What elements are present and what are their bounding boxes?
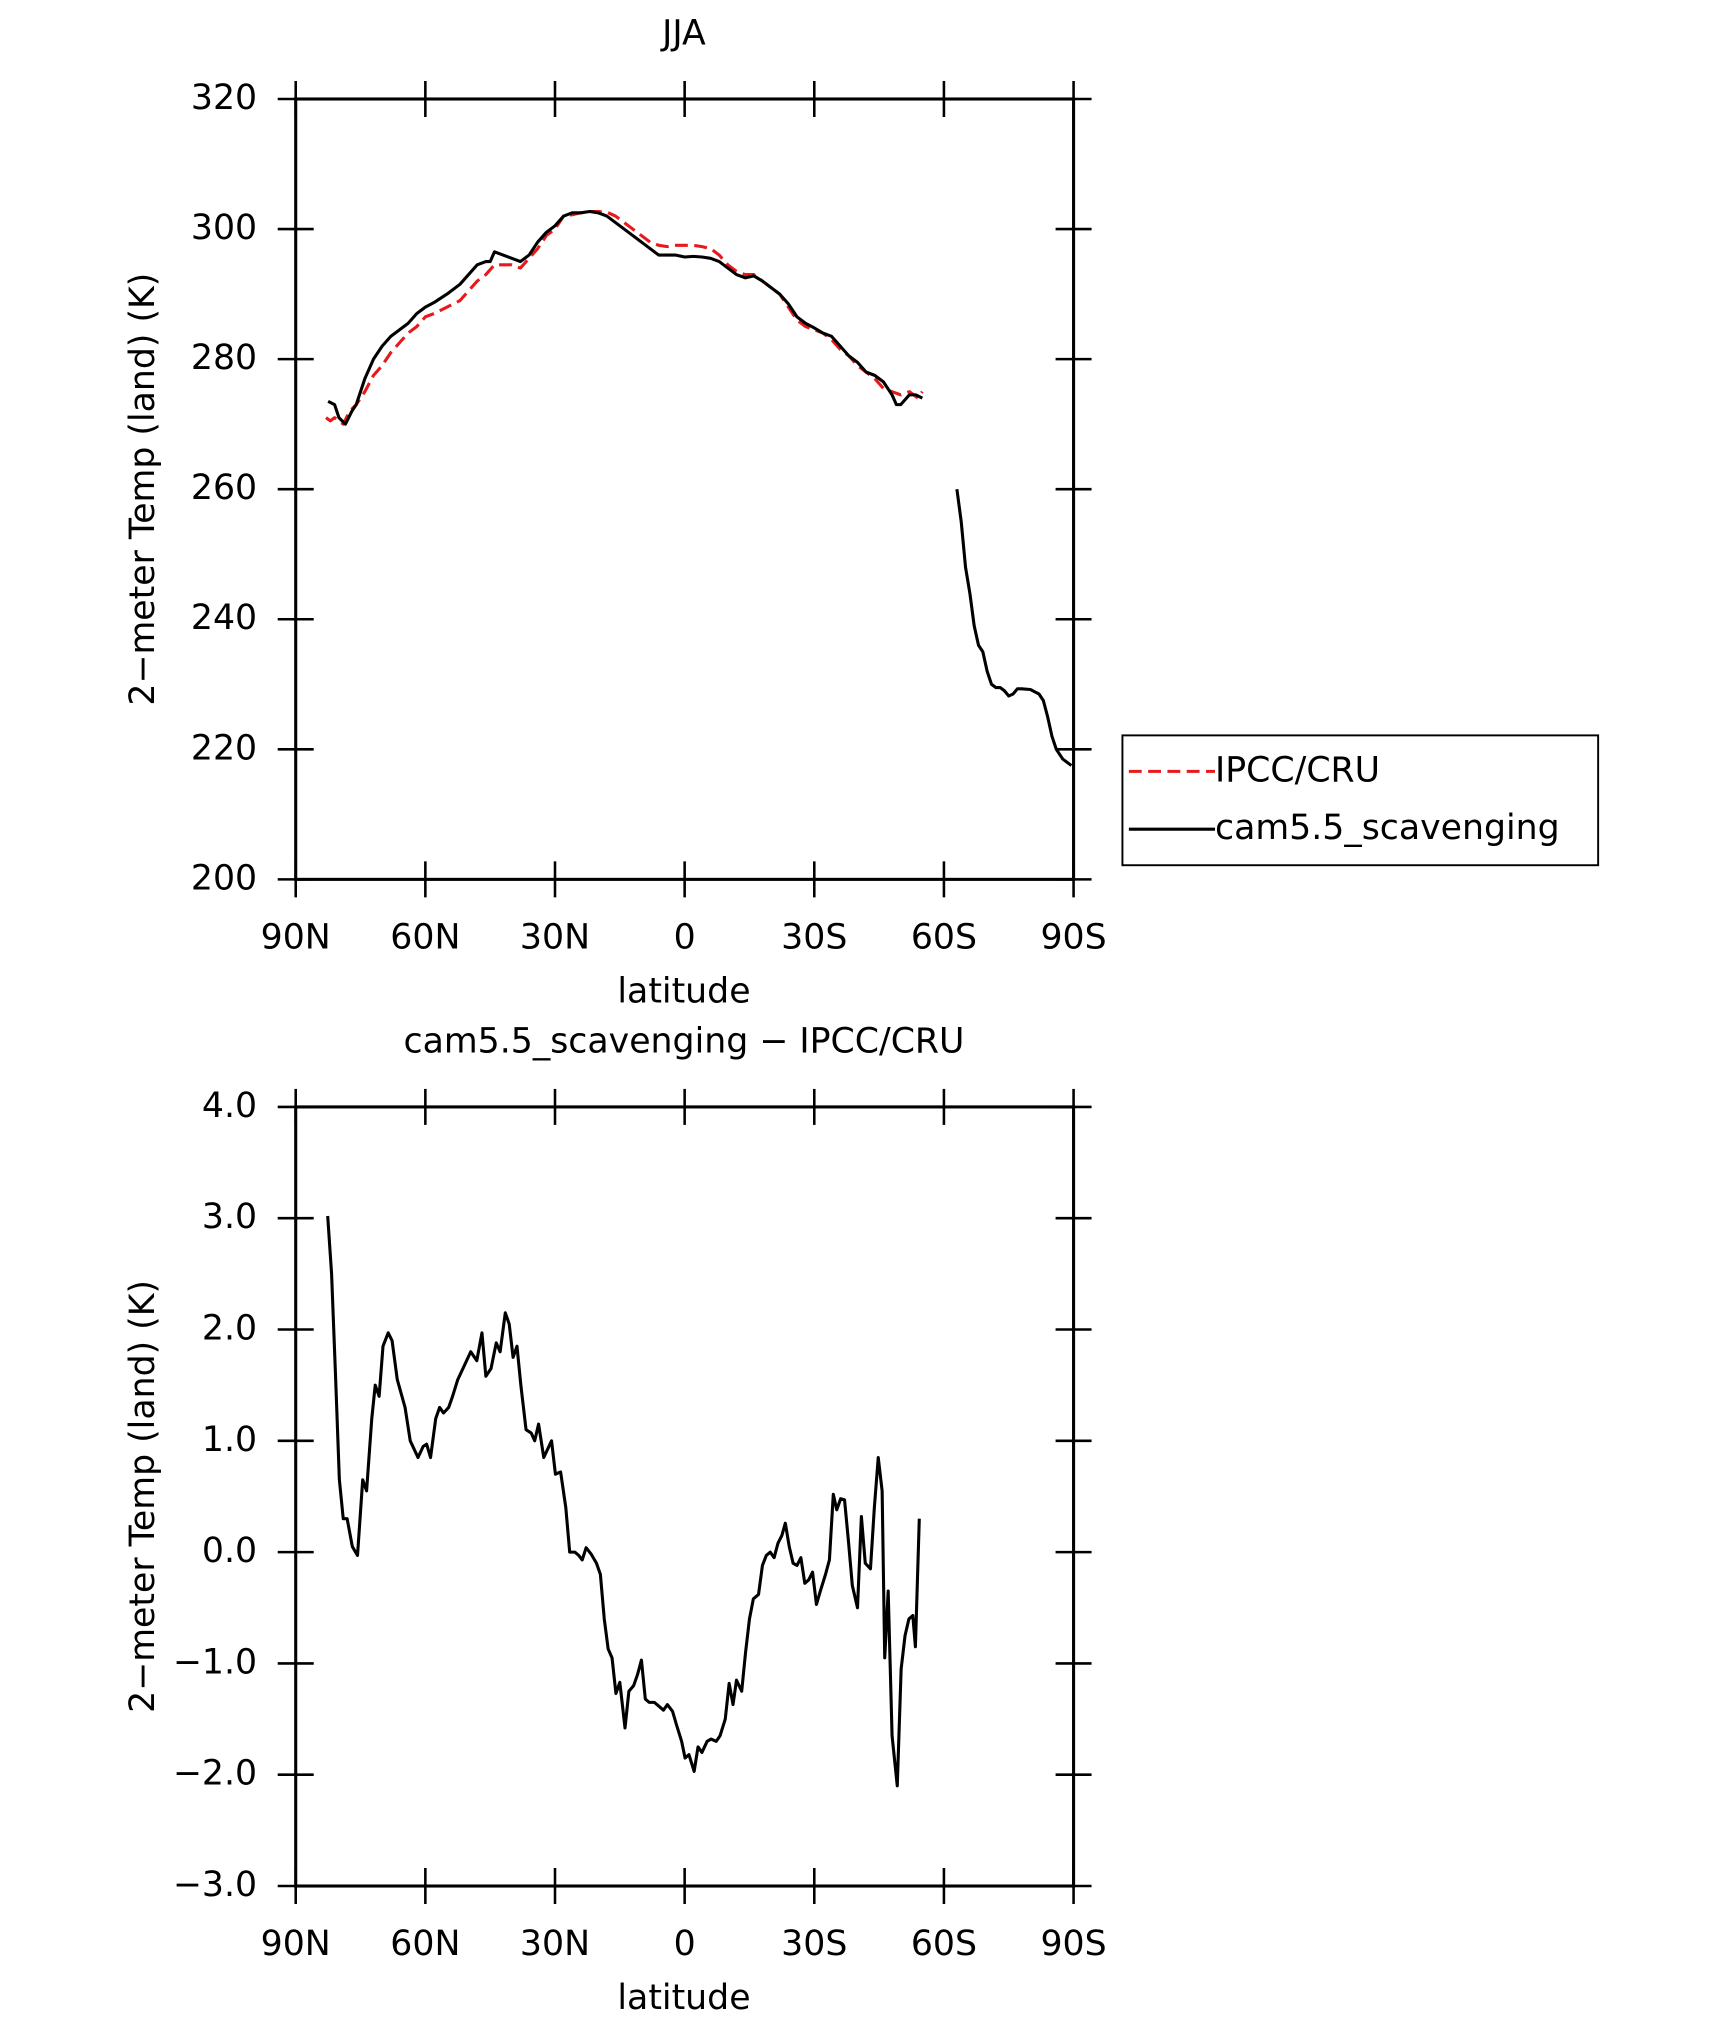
legend-label: cam5.5_scavenging: [1215, 808, 1560, 848]
x-tick-label: 30S: [781, 918, 847, 958]
y-tick-label: 0.0: [202, 1531, 257, 1571]
x-tick-label: 60N: [390, 1924, 460, 1964]
plot-frame: [294, 1105, 1076, 1888]
x-tick-label: 30S: [781, 1924, 847, 1964]
y-tick-label: 220: [191, 728, 257, 768]
x-tick-label: 30N: [520, 918, 590, 958]
y-tick-label: −1.0: [173, 1642, 257, 1682]
x-tick-label: 0: [674, 918, 696, 958]
data-line: [327, 209, 1073, 767]
y-tick-label: 320: [191, 78, 257, 118]
data-line: [325, 209, 924, 426]
y-axis-label: 2−meter Temp (land) (K): [123, 1280, 163, 1713]
y-tick-label: 2.0: [202, 1309, 257, 1349]
x-tick-label: 90N: [261, 918, 331, 958]
y-tick-label: −3.0: [173, 1865, 257, 1905]
legend-label: IPCC/CRU: [1215, 750, 1380, 790]
y-tick-label: 300: [191, 208, 257, 248]
y-tick-label: 260: [191, 468, 257, 508]
x-axis-label: latitude: [617, 972, 750, 1012]
y-axis-label: 2−meter Temp (land) (K): [123, 273, 163, 706]
x-tick-label: 60N: [390, 918, 460, 958]
y-tick-label: 3.0: [202, 1197, 257, 1237]
y-tick-label: 240: [191, 598, 257, 638]
y-tick-label: 200: [191, 858, 257, 898]
y-tick-label: −2.0: [173, 1754, 257, 1794]
x-tick-label: 30N: [520, 1924, 590, 1964]
y-tick-label: 1.0: [202, 1420, 257, 1460]
y-tick-label: 4.0: [202, 1086, 257, 1126]
legend-box: [1121, 734, 1600, 867]
x-tick-label: 0: [674, 1924, 696, 1964]
chart-title: cam5.5_scavenging − IPCC/CRU: [404, 1022, 965, 1062]
y-tick-label: 280: [191, 338, 257, 378]
x-axis-label: latitude: [617, 1978, 750, 2018]
chart-title: JJA: [660, 14, 706, 54]
x-tick-label: 60S: [911, 918, 977, 958]
x-tick-label: 90S: [1040, 1924, 1106, 1964]
x-tick-label: 90S: [1040, 918, 1106, 958]
x-tick-label: 90N: [261, 1924, 331, 1964]
x-tick-label: 60S: [911, 1924, 977, 1964]
data-line: [326, 1215, 921, 1788]
